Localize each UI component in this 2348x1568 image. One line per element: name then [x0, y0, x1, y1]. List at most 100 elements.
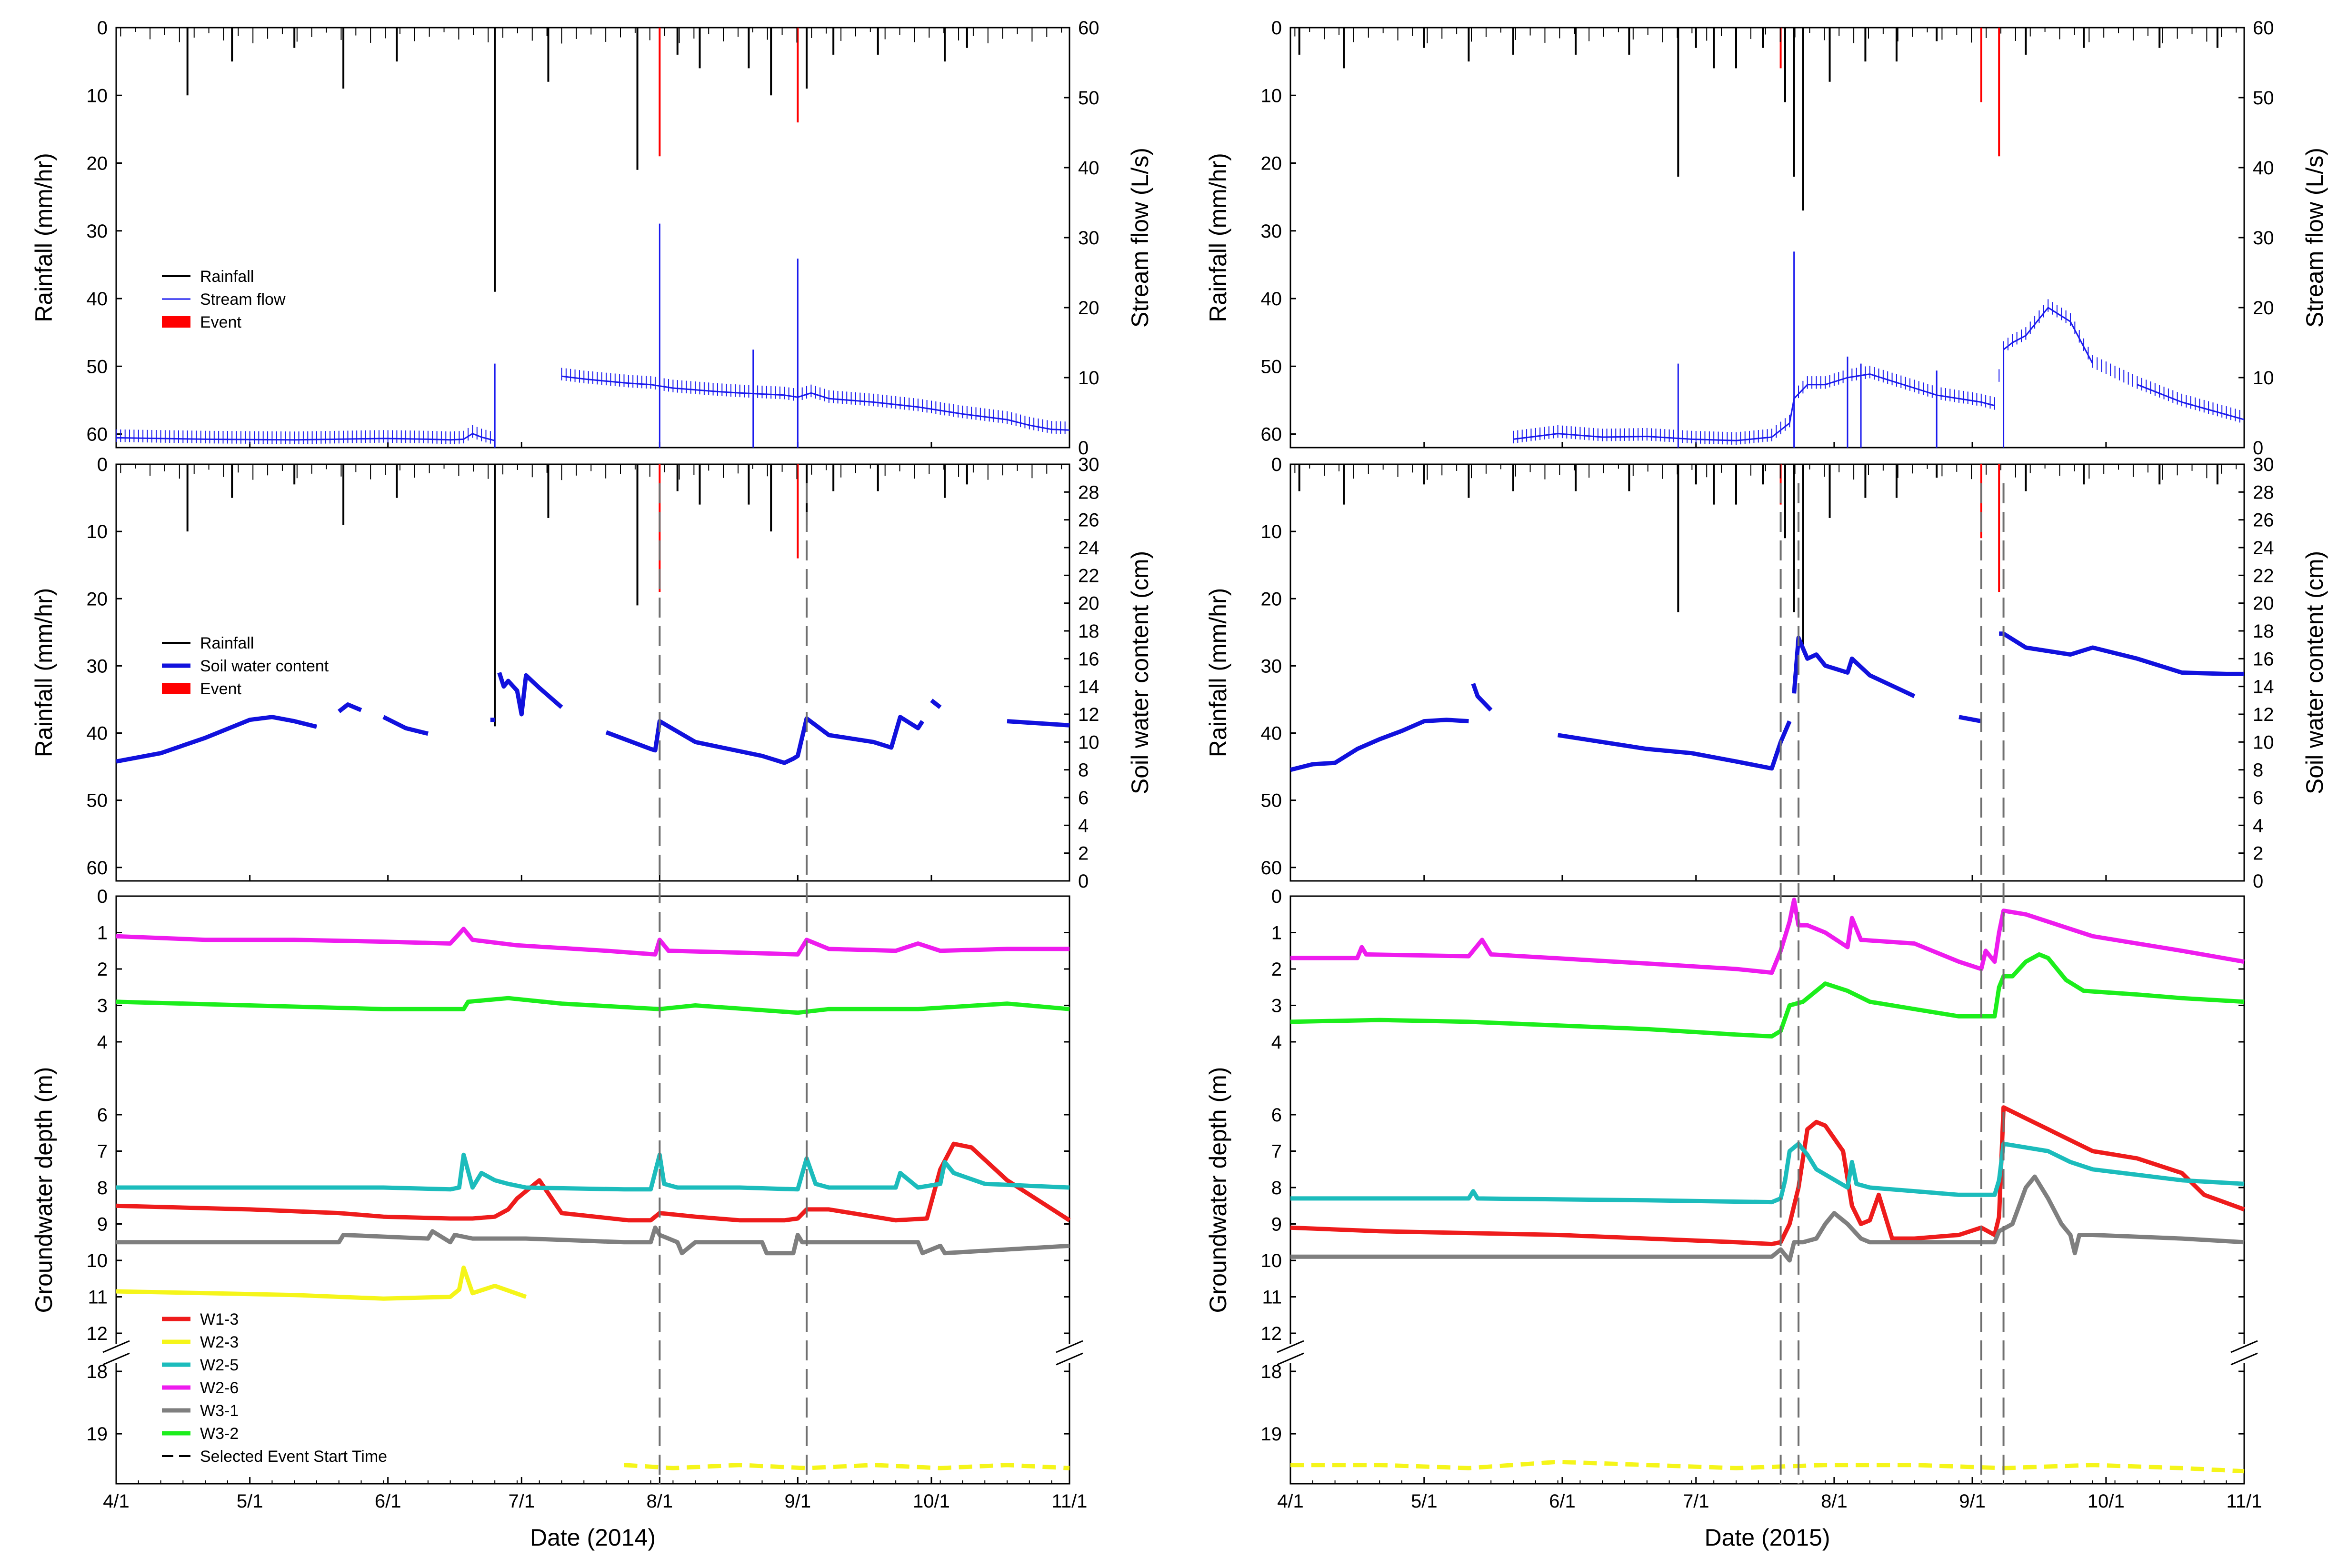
soil-axis-tick-label: 18	[1078, 621, 1099, 642]
groundwater-axis-tick-label: 12	[1261, 1323, 1282, 1344]
groundwater-line-w3-2	[116, 996, 1070, 1015]
soil-axis-tick-label: 2	[2253, 843, 2263, 864]
soil-axis-tick-label: 28	[2253, 482, 2274, 503]
soil-water-content-line	[1471, 683, 1493, 712]
date-tick-label: 5/1	[237, 1491, 263, 1512]
groundwater-axis-tick-label: 1	[97, 923, 108, 944]
groundwater-axis-tick-label: 7	[97, 1141, 108, 1162]
stream-panel-frame	[1289, 27, 2245, 449]
groundwater-axis-tick-label: 9	[1271, 1214, 1282, 1235]
soil-water-content-line	[605, 715, 925, 765]
legend-event-label: Event	[200, 680, 241, 698]
groundwater-axis-tick-label: 19	[1261, 1424, 1282, 1445]
date-tick-label: 10/1	[913, 1491, 950, 1512]
groundwater-line-w2-3	[624, 1463, 1070, 1470]
rain-axis-tick-label: 40	[1261, 289, 1282, 310]
groundwater-line-w1-3	[1290, 1105, 2245, 1247]
rain-axis-tick-label: 10	[1261, 85, 1282, 106]
rain-axis-tick-label: 50	[87, 790, 108, 811]
rain-axis-tick-label: 20	[1261, 153, 1282, 174]
soil-panel-frame	[115, 463, 1070, 882]
soil-axis-tick-label: 22	[1078, 565, 1099, 586]
stream-axis-tick-label: 50	[1078, 88, 1099, 109]
soil-axis-tick-label: 30	[1078, 454, 1099, 475]
groundwater-panel-frame	[115, 895, 1070, 1485]
legend-rainfall-label: Rainfall	[200, 268, 254, 286]
soil-axis-tick-label: 14	[1078, 677, 1099, 698]
groundwater-line-w3-1	[1290, 1174, 2245, 1263]
groundwater-line-w2-3	[1290, 1459, 2245, 1474]
soil-axis-tick-label: 28	[1078, 482, 1099, 503]
groundwater-axis-tick-label: 11	[88, 1287, 108, 1308]
rain-axis-tick-label: 30	[87, 656, 108, 677]
rain-axis-tick-label: 50	[87, 356, 108, 377]
stream-axis-tick-label: 20	[2253, 298, 2274, 319]
soil-axis-tick-label: 24	[2253, 538, 2274, 559]
stream-axis-tick-label: 60	[2253, 18, 2274, 39]
date-tick-label: 4/1	[1277, 1491, 1304, 1512]
soil-axis-tick-label: 10	[2253, 732, 2274, 753]
legend-stream-flow-label: Stream flow	[200, 290, 286, 309]
rain-axis-tick-label: 50	[1261, 790, 1282, 811]
groundwater-axis-tick-label: 12	[87, 1323, 108, 1344]
rain-axis-tick-label: 60	[1261, 858, 1282, 879]
stream-axis-tick-label: 10	[2253, 368, 2274, 389]
groundwater-axis-tick-label: 3	[1271, 996, 1282, 1017]
soil-water-content-line	[382, 715, 429, 736]
date-axis-label: Date (2014)	[530, 1524, 656, 1551]
rain-axis-label: Rainfall (mm/hr)	[1205, 153, 1231, 322]
soil-axis-label: Soil water content (cm)	[1127, 551, 1153, 794]
legend-event-swatch	[162, 683, 190, 694]
soil-axis-tick-label: 6	[2253, 788, 2263, 809]
soil-axis-tick-label: 10	[1078, 732, 1099, 753]
rain-axis-tick-label: 50	[1261, 356, 1282, 377]
groundwater-axis-tick-label: 10	[87, 1250, 108, 1271]
stream-axis-tick-label: 60	[1078, 18, 1099, 39]
rain-axis-tick-label: 20	[87, 153, 108, 174]
groundwater-axis-tick-label: 4	[1271, 1032, 1282, 1053]
stream-axis-tick-label: 40	[1078, 158, 1099, 179]
stream-axis-tick-label: 0	[1078, 438, 1089, 459]
groundwater-axis-label: Groundwater depth (m)	[1205, 1067, 1231, 1313]
rain-axis-tick-label: 20	[1261, 589, 1282, 609]
soil-axis-tick-label: 6	[1078, 788, 1089, 809]
groundwater-axis-tick-label: 0	[1271, 886, 1282, 907]
soil-water-content-line	[1557, 720, 1792, 771]
groundwater-line-w3-2	[1290, 952, 2245, 1039]
soil-axis-tick-label: 26	[1078, 510, 1099, 531]
soil-axis-tick-label: 0	[1078, 871, 1089, 892]
stream-axis-label: Stream flow (L/s)	[1127, 148, 1153, 328]
groundwater-line-w2-3	[116, 1265, 527, 1301]
soil-water-content-line	[1289, 718, 1469, 772]
groundwater-axis-tick-label: 9	[97, 1214, 108, 1235]
stream-axis-tick-label: 30	[2253, 228, 2274, 249]
soil-axis-tick-label: 8	[1078, 760, 1089, 781]
stream-axis-tick-label: 10	[1078, 368, 1099, 389]
soil-axis-label: Soil water content (cm)	[2301, 551, 2328, 794]
stream-panel-frame	[115, 27, 1070, 449]
axis-break-mark	[1056, 1340, 1083, 1353]
groundwater-line-w2-6	[116, 927, 1069, 957]
date-tick-label: 4/1	[103, 1491, 130, 1512]
axis-break-mark	[102, 1352, 130, 1366]
rain-axis-tick-label: 30	[1261, 221, 1282, 242]
groundwater-line-w1-3	[116, 1141, 1071, 1223]
groundwater-axis-tick-label: 6	[1271, 1105, 1282, 1126]
stream-axis-tick-label: 30	[1078, 228, 1099, 249]
rain-axis-tick-label: 0	[97, 18, 108, 39]
date-tick-label: 10/1	[2088, 1491, 2125, 1512]
date-tick-label: 11/1	[2227, 1491, 2262, 1512]
groundwater-axis-tick-label: 8	[97, 1178, 108, 1198]
soil-axis-tick-label: 4	[2253, 815, 2263, 836]
axis-break-mark	[102, 1340, 130, 1353]
groundwater-line-w2-6	[1290, 898, 2245, 975]
legend-w2-5-label: W2-5	[200, 1356, 239, 1374]
date-tick-label: 8/1	[647, 1491, 673, 1512]
legend-rainfall-label: Rainfall	[200, 634, 254, 652]
stream-flow-line	[116, 433, 495, 441]
groundwater-axis-label: Groundwater depth (m)	[30, 1067, 57, 1313]
stream-axis-tick-label: 0	[2253, 438, 2263, 459]
date-tick-label: 9/1	[785, 1491, 811, 1512]
rain-axis-tick-label: 40	[87, 723, 108, 744]
soil-axis-tick-label: 2	[1078, 843, 1089, 864]
